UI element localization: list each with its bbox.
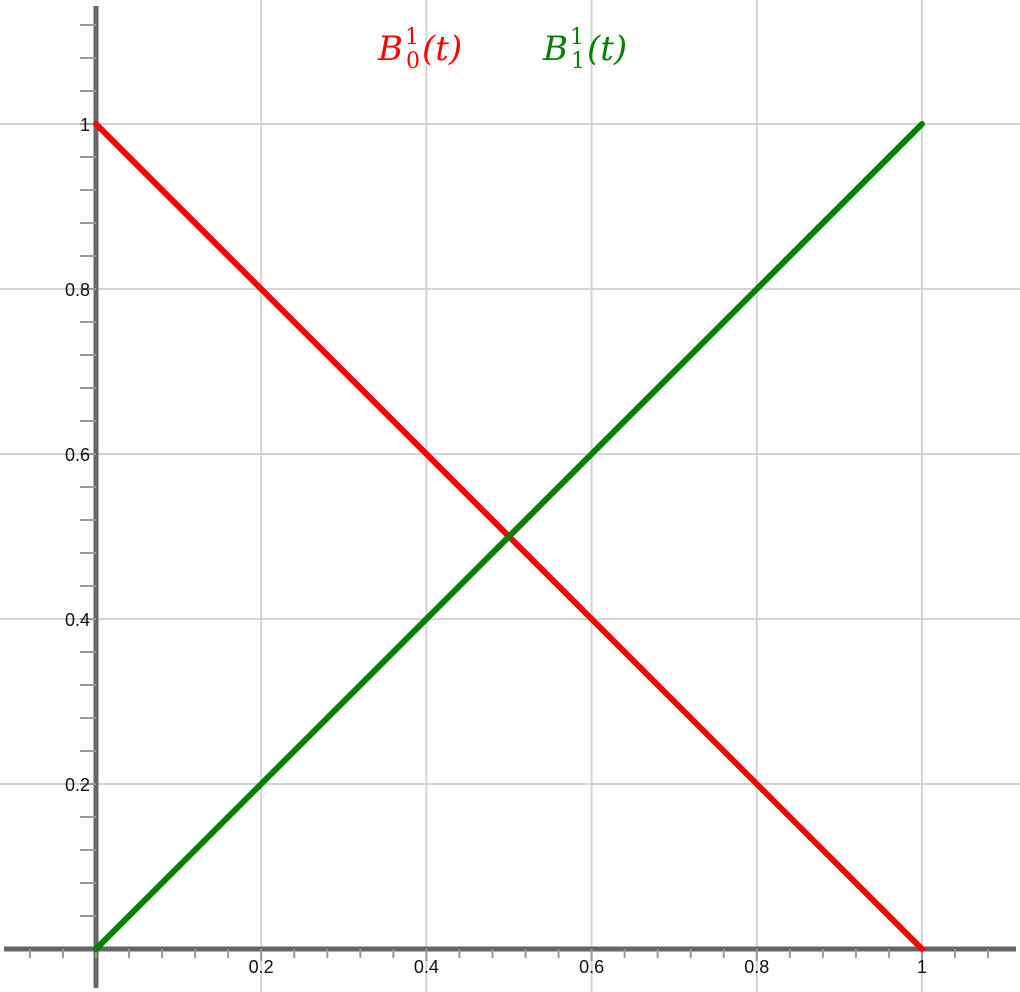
axes bbox=[4, 6, 1016, 988]
legend-entry-1: B1 1(t) bbox=[542, 25, 627, 74]
series-line-1 bbox=[93, 121, 925, 952]
y-tick-label: 0.8 bbox=[65, 280, 90, 300]
y-tick-label: 0.2 bbox=[65, 775, 90, 795]
y-tick-label: 0.6 bbox=[65, 445, 90, 465]
legend-label: B1 1(t) bbox=[542, 25, 627, 74]
legend-entry-0: B1 0(t) bbox=[377, 25, 462, 74]
x-tick-label: 0.2 bbox=[249, 957, 274, 977]
series-lines bbox=[93, 121, 925, 952]
legend-label: B1 0(t) bbox=[377, 25, 462, 74]
x-tick-label: 0.8 bbox=[744, 957, 769, 977]
legend: B1 0(t) B1 1(t) bbox=[377, 25, 627, 74]
x-tick-label: 0.6 bbox=[579, 957, 604, 977]
y-tick-label: 1 bbox=[80, 115, 90, 135]
x-tick-label: 0.4 bbox=[414, 957, 439, 977]
y-tick-label: 0.4 bbox=[65, 610, 90, 630]
x-tick-label: 1 bbox=[917, 957, 927, 977]
tick-labels: 0.2 0.4 0.6 0.8 1 0.2 0.4 0.6 0.8 1 bbox=[65, 115, 927, 977]
